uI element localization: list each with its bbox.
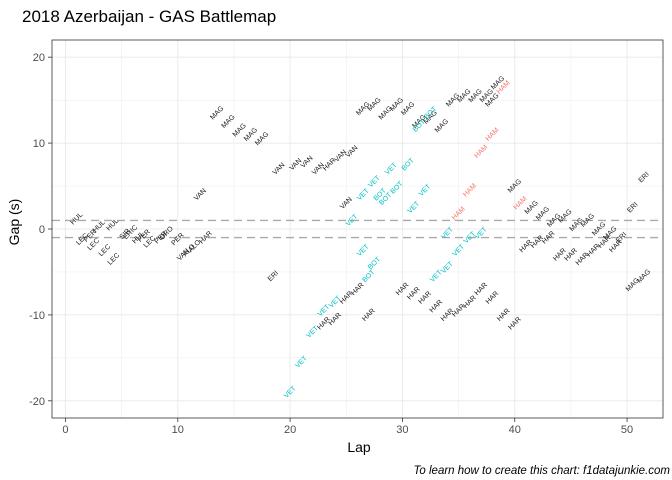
y-tick-label: -10 <box>29 310 45 322</box>
x-tick-label: 0 <box>62 424 68 436</box>
reference-lines <box>52 219 663 239</box>
chart-title: 2018 Azerbaijan - GAS Battlemap <box>22 7 276 26</box>
y-tick-label: 20 <box>33 52 45 64</box>
y-tick-label: -20 <box>29 396 45 408</box>
x-axis-ticks: 0 10 20 30 40 50 <box>62 418 633 436</box>
x-tick-label: 40 <box>509 424 521 436</box>
y-tick-label: 10 <box>33 138 45 150</box>
x-axis-title: Lap <box>347 439 371 455</box>
x-tick-label: 10 <box>172 424 184 436</box>
chart-caption: To learn how to create this chart: f1dat… <box>413 465 670 477</box>
y-tick-label: 0 <box>39 224 45 236</box>
major-gridlines <box>52 40 663 418</box>
x-tick-label: 30 <box>396 424 408 436</box>
x-tick-label: 50 <box>621 424 633 436</box>
x-tick-label: 20 <box>284 424 296 436</box>
y-axis-title: Gap (s) <box>6 199 22 246</box>
y-axis-ticks: -20 -10 0 10 20 <box>29 52 52 408</box>
